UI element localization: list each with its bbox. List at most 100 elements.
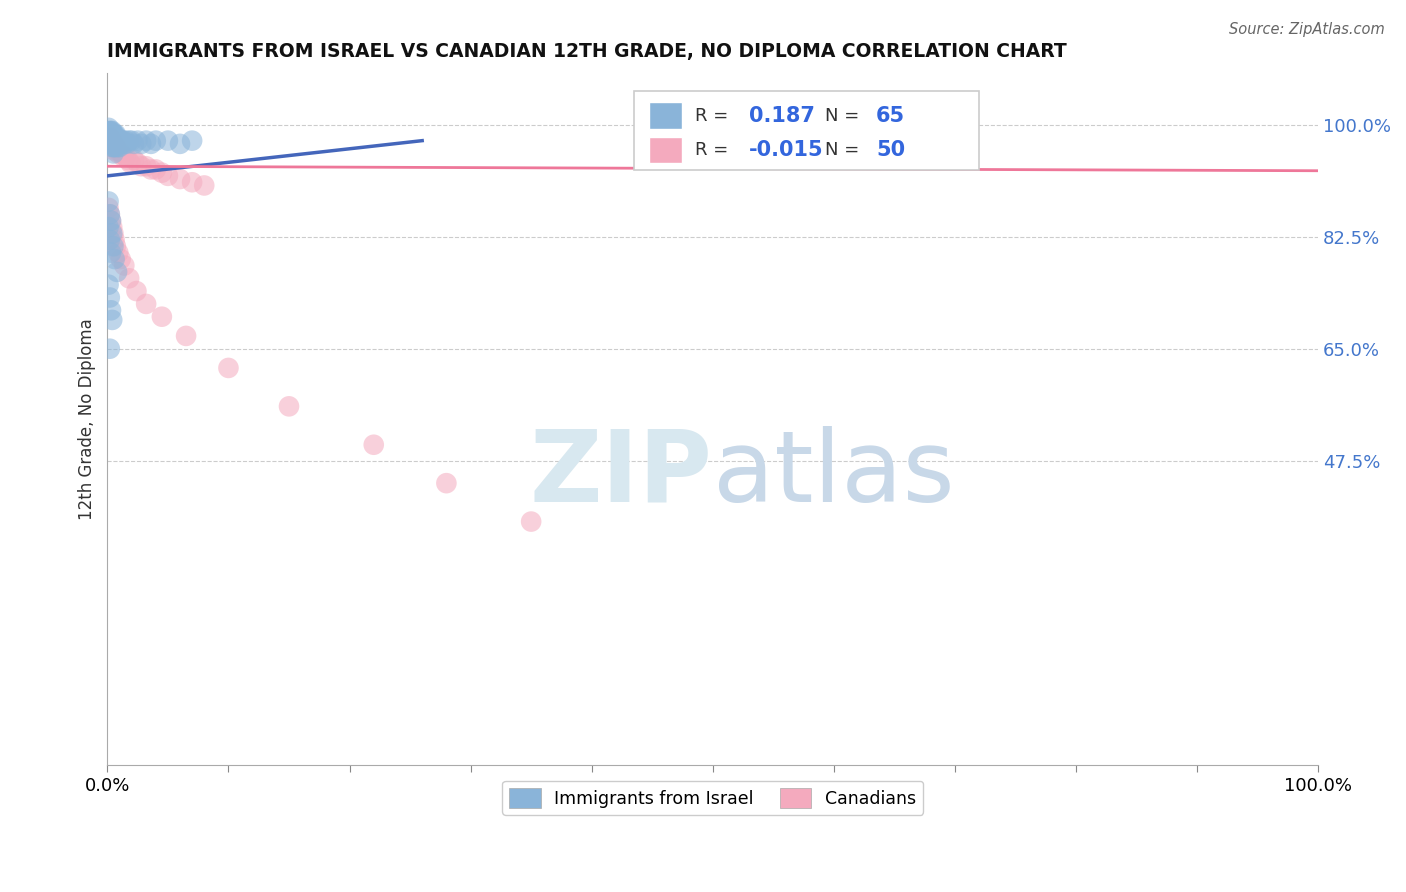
Point	[105, 143, 128, 157]
Point	[125, 284, 148, 298]
Point	[98, 207, 121, 221]
Point	[98, 124, 121, 138]
Point	[103, 143, 125, 157]
Text: -0.015: -0.015	[749, 140, 824, 161]
Point	[127, 156, 149, 170]
Point	[100, 128, 122, 142]
Point	[104, 140, 127, 154]
Point	[100, 303, 122, 318]
Point	[108, 140, 131, 154]
Point	[135, 297, 157, 311]
Point	[118, 134, 141, 148]
Point	[117, 153, 139, 167]
Point	[104, 128, 127, 142]
Point	[112, 150, 135, 164]
Text: R =: R =	[695, 107, 734, 125]
Point	[98, 342, 121, 356]
Point	[115, 136, 138, 151]
FancyBboxPatch shape	[648, 137, 682, 163]
Y-axis label: 12th Grade, No Diploma: 12th Grade, No Diploma	[79, 318, 96, 520]
Point	[122, 136, 145, 151]
Point	[129, 136, 152, 151]
Point	[135, 134, 157, 148]
Point	[122, 153, 145, 167]
Point	[135, 159, 157, 173]
Point	[103, 146, 125, 161]
Point	[104, 140, 127, 154]
Point	[104, 136, 127, 151]
Point	[100, 213, 122, 227]
Point	[97, 128, 120, 142]
Point	[104, 128, 127, 142]
Point	[98, 130, 121, 145]
Point	[181, 134, 204, 148]
Text: N =: N =	[825, 141, 865, 159]
Point	[101, 134, 124, 148]
Point	[139, 136, 162, 151]
Point	[103, 136, 125, 151]
Point	[363, 438, 385, 452]
Point	[112, 134, 135, 148]
FancyBboxPatch shape	[634, 91, 979, 170]
Point	[107, 140, 129, 154]
Text: 0.187: 0.187	[749, 105, 815, 126]
Point	[118, 271, 141, 285]
Point	[107, 245, 129, 260]
Point	[97, 220, 120, 235]
Point	[156, 169, 179, 183]
Point	[150, 166, 173, 180]
Point	[169, 172, 191, 186]
Point	[98, 134, 121, 148]
Point	[97, 277, 120, 292]
Point	[98, 291, 121, 305]
Point	[145, 162, 167, 177]
Point	[103, 128, 125, 142]
Point	[120, 156, 142, 170]
Point	[105, 265, 128, 279]
Point	[100, 245, 122, 260]
Text: R =: R =	[695, 141, 734, 159]
Text: Source: ZipAtlas.com: Source: ZipAtlas.com	[1229, 22, 1385, 37]
Point	[100, 130, 122, 145]
Point	[139, 162, 162, 177]
Point	[104, 134, 127, 148]
Point	[107, 146, 129, 161]
Point	[101, 128, 124, 142]
Point	[101, 140, 124, 154]
Point	[150, 310, 173, 324]
Point	[105, 130, 128, 145]
Point	[156, 134, 179, 148]
Point	[108, 134, 131, 148]
Text: atlas: atlas	[713, 426, 955, 523]
Point	[107, 134, 129, 148]
Point	[103, 134, 125, 148]
Point	[112, 259, 135, 273]
Point	[100, 213, 122, 227]
Point	[101, 140, 124, 154]
Point	[98, 128, 121, 142]
Point	[98, 130, 121, 145]
Point	[103, 239, 125, 253]
Point	[98, 207, 121, 221]
Point	[101, 227, 124, 241]
Point	[98, 134, 121, 148]
Text: IMMIGRANTS FROM ISRAEL VS CANADIAN 12TH GRADE, NO DIPLOMA CORRELATION CHART: IMMIGRANTS FROM ISRAEL VS CANADIAN 12TH …	[107, 42, 1067, 61]
FancyBboxPatch shape	[648, 103, 682, 128]
Point	[434, 476, 457, 491]
Text: ZIP: ZIP	[530, 426, 713, 523]
Point	[114, 134, 136, 148]
Point	[100, 136, 122, 151]
Point	[104, 239, 127, 253]
Point	[105, 136, 128, 151]
Point	[98, 233, 121, 247]
Point	[104, 233, 127, 247]
Point	[97, 124, 120, 138]
Point	[100, 130, 122, 145]
Point	[103, 140, 125, 154]
Point	[145, 134, 167, 148]
Legend: Immigrants from Israel, Canadians: Immigrants from Israel, Canadians	[502, 781, 924, 815]
Point	[101, 313, 124, 327]
Point	[101, 220, 124, 235]
Point	[97, 201, 120, 215]
Point	[129, 159, 152, 173]
